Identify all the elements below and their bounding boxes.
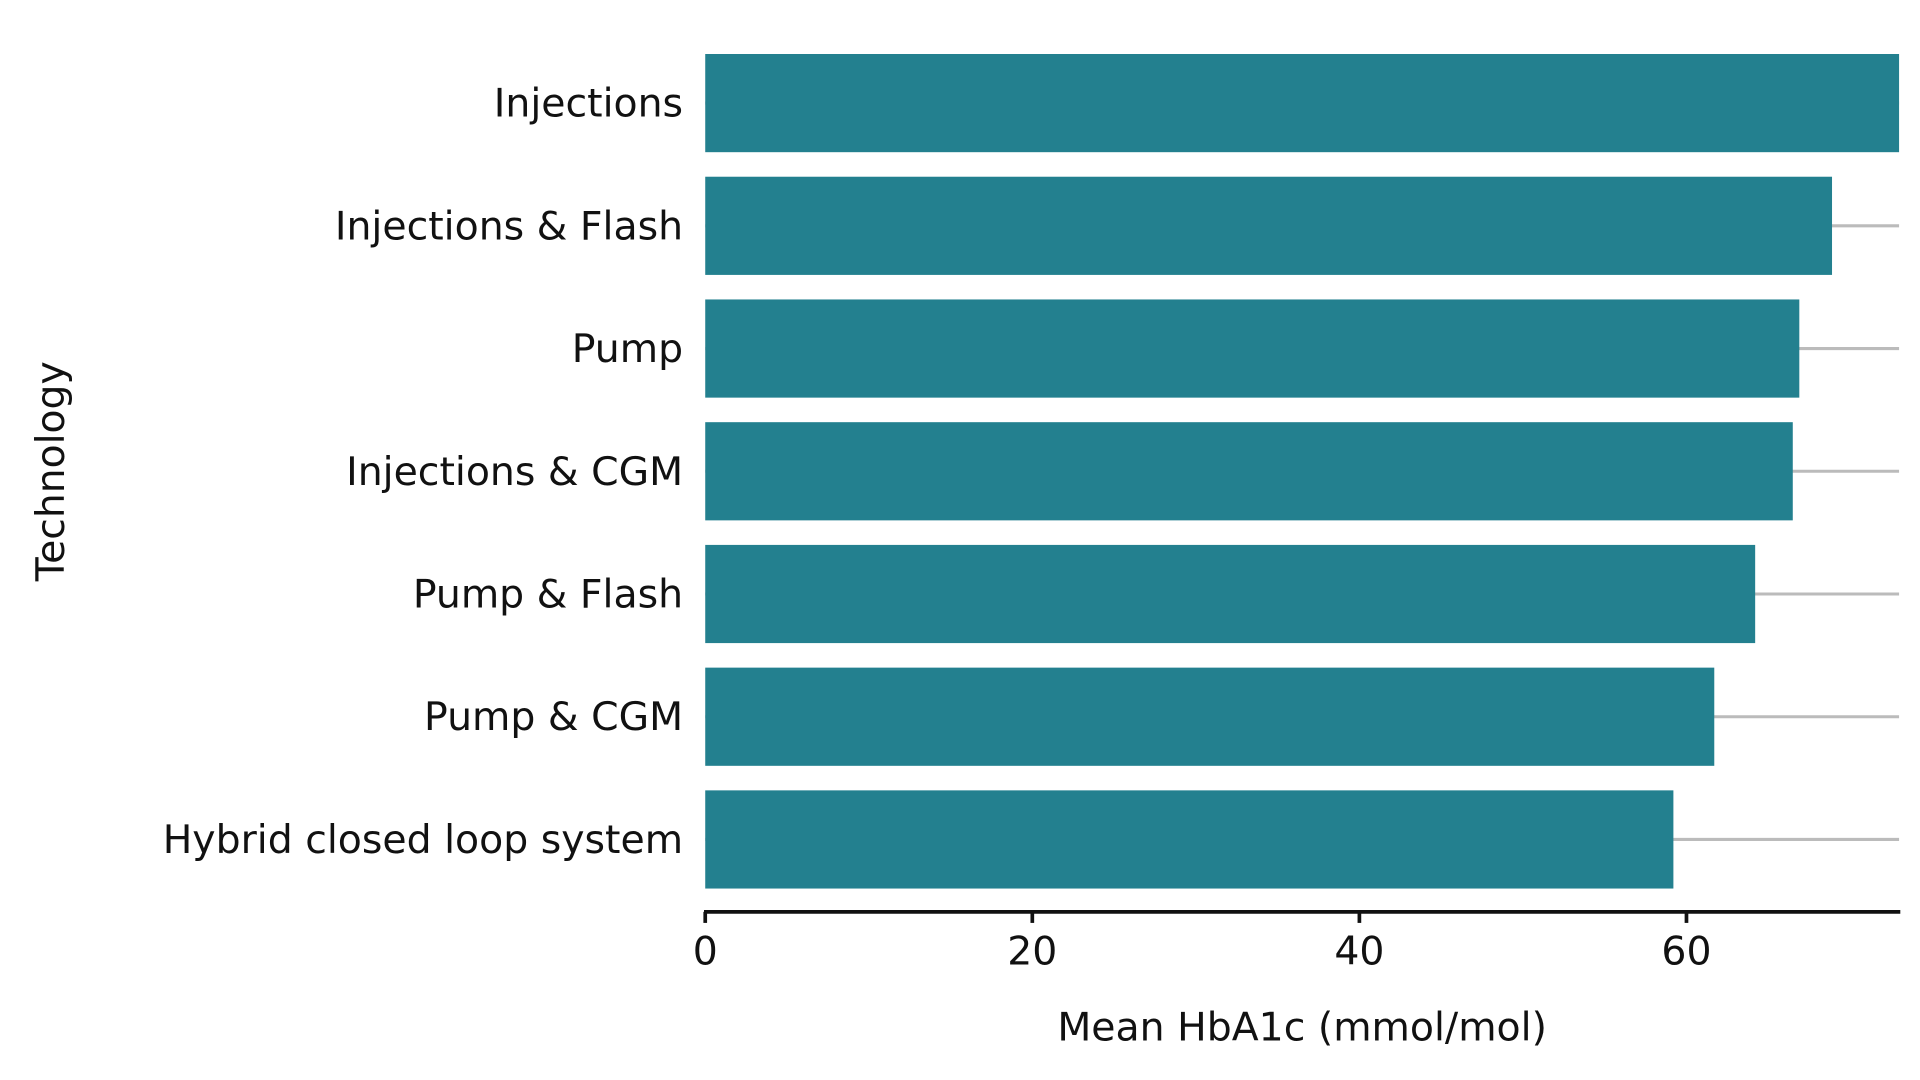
x-tick-label: 60 xyxy=(1661,930,1711,975)
bar xyxy=(705,54,1900,153)
y-tick-label: Pump & Flash xyxy=(413,573,683,618)
x-tick-label: 20 xyxy=(1007,930,1057,975)
x-ticks: 0 20 40 60 xyxy=(693,911,1712,975)
y-tick-label: Hybrid closed loop system xyxy=(163,818,683,863)
bar xyxy=(705,299,1800,398)
y-axis-label: Technology xyxy=(29,361,74,582)
x-tick-label: 0 xyxy=(693,930,718,975)
bar xyxy=(705,422,1793,521)
y-tick-label: Injections xyxy=(494,82,683,127)
bar xyxy=(705,176,1833,275)
y-tick-label: Injections & CGM xyxy=(346,450,683,495)
bars xyxy=(705,54,1900,889)
bar xyxy=(705,790,1674,889)
bar xyxy=(705,544,1756,644)
y-tick-label: Pump xyxy=(572,327,683,372)
y-tick-label: Injections & Flash xyxy=(335,204,683,249)
x-tick-label: 40 xyxy=(1334,930,1384,975)
y-tick-labels: Injections Injections & Flash Pump Injectio… xyxy=(163,82,683,863)
y-tick-label: Pump & CGM xyxy=(424,695,683,740)
bar xyxy=(705,667,1715,766)
x-axis-label: Mean HbA1c (mmol/mol) xyxy=(1057,1006,1547,1051)
